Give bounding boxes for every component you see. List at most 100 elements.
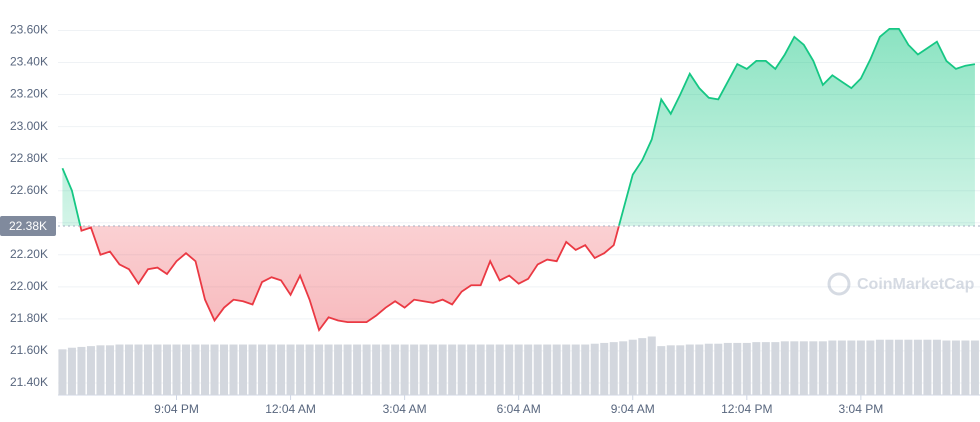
baseline-badge: [0, 215, 56, 236]
volume-bar: [486, 344, 495, 395]
volume-bar: [201, 344, 210, 395]
volume-bar: [239, 344, 248, 395]
volume-bar: [372, 344, 381, 395]
volume-bar: [676, 345, 685, 395]
volume-bar: [828, 340, 837, 395]
volume-bar: [134, 344, 143, 395]
volume-bar: [856, 340, 865, 395]
volume-bar: [647, 336, 656, 395]
volume-bar: [124, 344, 133, 395]
x-tick-label: 12:04 PM: [721, 402, 772, 416]
watermark-logo: [827, 272, 851, 296]
volume-bar: [400, 344, 409, 395]
volume-bar: [286, 344, 295, 395]
line-up: [61, 27, 976, 226]
volume-bar: [543, 344, 552, 395]
volume-bar: [533, 344, 542, 395]
volume-bar: [514, 344, 523, 395]
volume-bar: [153, 344, 162, 395]
volume-bar: [961, 340, 970, 395]
volume-bar: [58, 349, 67, 395]
y-tick-label: 23.60K: [10, 23, 48, 37]
y-tick-label: 22.80K: [10, 151, 48, 165]
volume-bar: [619, 341, 628, 395]
volume-bar: [571, 344, 580, 395]
volume-bar: [324, 344, 333, 395]
volume-bar: [771, 342, 780, 395]
volume-bar: [638, 338, 647, 395]
volume-bar: [875, 339, 884, 395]
volume-bar: [742, 342, 751, 395]
volume-bar: [761, 342, 770, 395]
volume-bar: [733, 342, 742, 395]
volume-bar: [524, 344, 533, 395]
y-tick-label: 21.60K: [10, 343, 48, 357]
volume-bar: [714, 343, 723, 395]
volume-bar: [847, 340, 856, 395]
volume-bar: [752, 342, 761, 395]
y-tick-label: 22.20K: [10, 247, 48, 261]
volume-bar: [448, 344, 457, 395]
x-tick-label: 12:04 AM: [265, 402, 316, 416]
volume-bar: [229, 344, 238, 395]
volume-bar: [296, 344, 305, 395]
x-tick-label: 9:04 AM: [611, 402, 655, 416]
volume-bar: [885, 339, 894, 395]
volume-bar: [780, 341, 789, 395]
volume-bar: [837, 340, 846, 395]
volume-bar: [391, 344, 400, 395]
line-down: [79, 225, 620, 333]
volume-bar: [913, 339, 922, 395]
volume-bar: [923, 339, 932, 395]
volume-bar: [315, 344, 324, 395]
volume-bar: [590, 343, 599, 395]
volume-bar: [429, 344, 438, 395]
volume-bar: [552, 344, 561, 395]
volume-bar: [704, 343, 713, 395]
volume-bar: [86, 346, 95, 395]
volume-bar: [210, 344, 219, 395]
volume-bar: [353, 344, 362, 395]
volume-bar: [105, 345, 114, 395]
volume-bar: [951, 340, 960, 395]
area-up: [62, 28, 975, 226]
y-tick-label: 22.00K: [10, 279, 48, 293]
baseline-label: 22.38K: [9, 219, 47, 233]
volume-bar: [790, 341, 799, 395]
volume-bar: [96, 345, 105, 395]
volume-bar: [809, 341, 818, 395]
volume-bar: [818, 341, 827, 395]
x-tick-label: 3:04 AM: [383, 402, 427, 416]
volume-bar: [343, 344, 352, 395]
y-tick-label: 23.40K: [10, 55, 48, 69]
volume-bar: [248, 344, 257, 395]
watermark-text: CoinMarketCap: [857, 276, 975, 293]
volume-bar: [666, 345, 675, 395]
volume-bar: [562, 344, 571, 395]
volume-bar: [723, 342, 732, 395]
volume-bar: [258, 344, 267, 395]
y-tick-label: 23.20K: [10, 87, 48, 101]
volume-bar: [628, 339, 637, 395]
watermark: CoinMarketCap: [827, 272, 975, 296]
volume-bar: [115, 344, 124, 395]
y-tick-label: 21.80K: [10, 311, 48, 325]
volume-bar: [67, 347, 76, 395]
volume-bar: [866, 340, 875, 395]
volume-bar: [143, 344, 152, 395]
y-tick-label: 23.00K: [10, 119, 48, 133]
volume-bar: [505, 344, 514, 395]
volume-bar: [904, 339, 913, 395]
volume-bar: [609, 342, 618, 395]
x-tick-label: 3:04 PM: [839, 402, 884, 416]
volume-bar: [362, 344, 371, 395]
volume-bar: [438, 344, 447, 395]
y-tick-label: 22.60K: [10, 183, 48, 197]
volume-bar: [162, 344, 171, 395]
y-tick-label: 21.40K: [10, 375, 48, 389]
volume-bar: [182, 344, 191, 395]
volume-bar: [932, 339, 941, 395]
volume-bar: [467, 344, 476, 395]
